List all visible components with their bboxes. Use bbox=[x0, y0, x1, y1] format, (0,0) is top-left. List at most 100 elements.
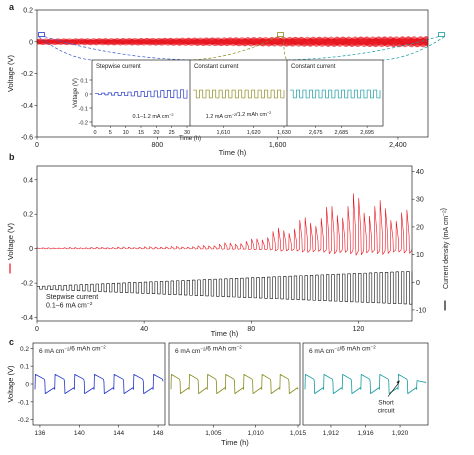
text-span: 0.1 bbox=[80, 79, 88, 85]
text-span: 0 bbox=[35, 326, 39, 333]
inset-x-tick-label: 25 bbox=[169, 130, 175, 136]
subpanel-frame bbox=[168, 342, 301, 426]
text-span: 0 bbox=[416, 280, 420, 287]
text-span: 1,600 bbox=[269, 142, 287, 149]
text-span: 1,920 bbox=[392, 430, 409, 437]
x-tick-label: 1,015 bbox=[290, 430, 307, 437]
y-tick-label: 0.2 bbox=[23, 8, 33, 15]
annotation-b: Stepwise current bbox=[46, 294, 98, 301]
y-tick-label: 0.4 bbox=[23, 177, 33, 184]
inset-trace bbox=[290, 89, 381, 99]
x-tick-label: 1,010 bbox=[248, 430, 265, 437]
text-span: 15 bbox=[138, 130, 144, 136]
text-span: -0.4 bbox=[21, 315, 33, 322]
inset-x-tick-label: 20 bbox=[153, 130, 159, 136]
inset-caption: 0.1–1.2 mA cm−2 bbox=[132, 113, 173, 120]
subpanel-title: 6 mA cm−2/6 mAh cm−2 bbox=[309, 344, 376, 355]
inset-x-tick-label: 30 bbox=[184, 130, 190, 136]
y-tick-label: 20 bbox=[416, 224, 424, 231]
text-span: -0.2 bbox=[21, 281, 33, 288]
text-span: 1.2 mA cm bbox=[206, 114, 232, 120]
x-tick-label: 1,920 bbox=[392, 430, 409, 437]
text-span: −2 bbox=[267, 111, 271, 115]
text-span: Constant current bbox=[194, 64, 239, 70]
short-circuit-annotation: circuit bbox=[378, 407, 395, 414]
text-span: 148 bbox=[153, 430, 164, 437]
x-axis-title-c: Time (h) bbox=[221, 438, 249, 447]
x-tick-label: 148 bbox=[153, 430, 164, 437]
subpanel-frame bbox=[32, 342, 166, 426]
inset-connector bbox=[286, 36, 439, 61]
text-span: /6 mAh cm bbox=[339, 346, 370, 353]
text-span: /6 mAh cm bbox=[69, 346, 100, 353]
text-span: 0.1 bbox=[20, 364, 29, 371]
text-span: 0.2 bbox=[23, 212, 33, 219]
x-tick-label: 136 bbox=[34, 430, 45, 437]
panel-label-c: c bbox=[9, 337, 14, 347]
text-span: 0 bbox=[29, 39, 33, 46]
text-span: 2,685 bbox=[335, 130, 349, 136]
text-span: −2 bbox=[64, 347, 70, 352]
y-tick-label: 30 bbox=[416, 197, 424, 204]
text-span: 6 mA cm bbox=[309, 348, 334, 355]
text-span: −2 bbox=[101, 344, 107, 349]
x-tick-label: 80 bbox=[247, 326, 255, 333]
text-span: −2 bbox=[169, 113, 173, 117]
text-span: -0.6 bbox=[21, 135, 33, 142]
subpanel-trace bbox=[170, 373, 299, 395]
inset-connector bbox=[44, 36, 191, 61]
inset-connector bbox=[382, 36, 445, 61]
x-tick-label: 1,912 bbox=[323, 430, 340, 437]
inset-x-tick-label: 10 bbox=[123, 130, 129, 136]
inset-x-tick-label: 1,610 bbox=[216, 130, 230, 136]
x-tick-label: 0 bbox=[35, 142, 39, 149]
y-tick-label: 0 bbox=[29, 39, 33, 46]
text-span: −2 bbox=[87, 301, 93, 307]
text-span: 6 mA cm bbox=[175, 348, 200, 355]
text-span: Stepwise current bbox=[46, 294, 98, 301]
panel-label-a: a bbox=[9, 2, 15, 12]
subpanel-frame bbox=[302, 342, 429, 426]
y-tick-label: -0.1 bbox=[18, 399, 30, 406]
text-span: 1,610 bbox=[216, 130, 230, 136]
y-tick-label: -0.2 bbox=[18, 417, 30, 424]
text-span: Voltage (V) bbox=[73, 78, 79, 108]
inset-title: Stepwise current bbox=[96, 64, 141, 70]
text-span: Current density (mA cm bbox=[443, 216, 450, 289]
inset-connector bbox=[283, 36, 288, 61]
text-span: 40 bbox=[140, 326, 148, 333]
text-span: 10 bbox=[123, 130, 129, 136]
text-span: 0 bbox=[93, 130, 96, 136]
y-tick-label: -0.6 bbox=[21, 135, 33, 142]
text-span: 20 bbox=[153, 130, 159, 136]
text-span: 0 bbox=[85, 93, 88, 99]
text-span: 20 bbox=[416, 224, 424, 231]
text-span: 6 mA cm bbox=[39, 348, 64, 355]
text-span: -0.1 bbox=[18, 399, 30, 406]
text-span: 140 bbox=[74, 430, 85, 437]
y-tick-label: -0.1 bbox=[79, 107, 88, 113]
text-span: 5 bbox=[109, 130, 112, 136]
text-span: Time (h) bbox=[211, 329, 239, 338]
y-axis-title-b: Voltage (V) bbox=[6, 222, 15, 260]
inset-y-label: Voltage (V) bbox=[73, 78, 79, 108]
annotation-b: 0.1–6 mA cm−2 bbox=[46, 301, 93, 309]
text-span: 1,916 bbox=[357, 430, 374, 437]
inset-title: Constant current bbox=[194, 64, 239, 70]
inset-frame bbox=[91, 59, 384, 127]
text-span: 0.2 bbox=[20, 346, 29, 353]
text-span: 1,005 bbox=[205, 430, 222, 437]
text-span: 120 bbox=[353, 326, 365, 333]
axes-frame-b bbox=[36, 165, 413, 322]
voltage-trace-a bbox=[36, 35, 429, 48]
highlight-box bbox=[438, 32, 445, 38]
text-span: 0.1–6 mA cm bbox=[46, 303, 87, 310]
text-span: b bbox=[9, 152, 15, 162]
inset-trace bbox=[193, 89, 285, 99]
x-tick-label: 0 bbox=[35, 326, 39, 333]
text-span: 1,010 bbox=[248, 430, 265, 437]
y-tick-label: -0.2 bbox=[21, 281, 33, 288]
